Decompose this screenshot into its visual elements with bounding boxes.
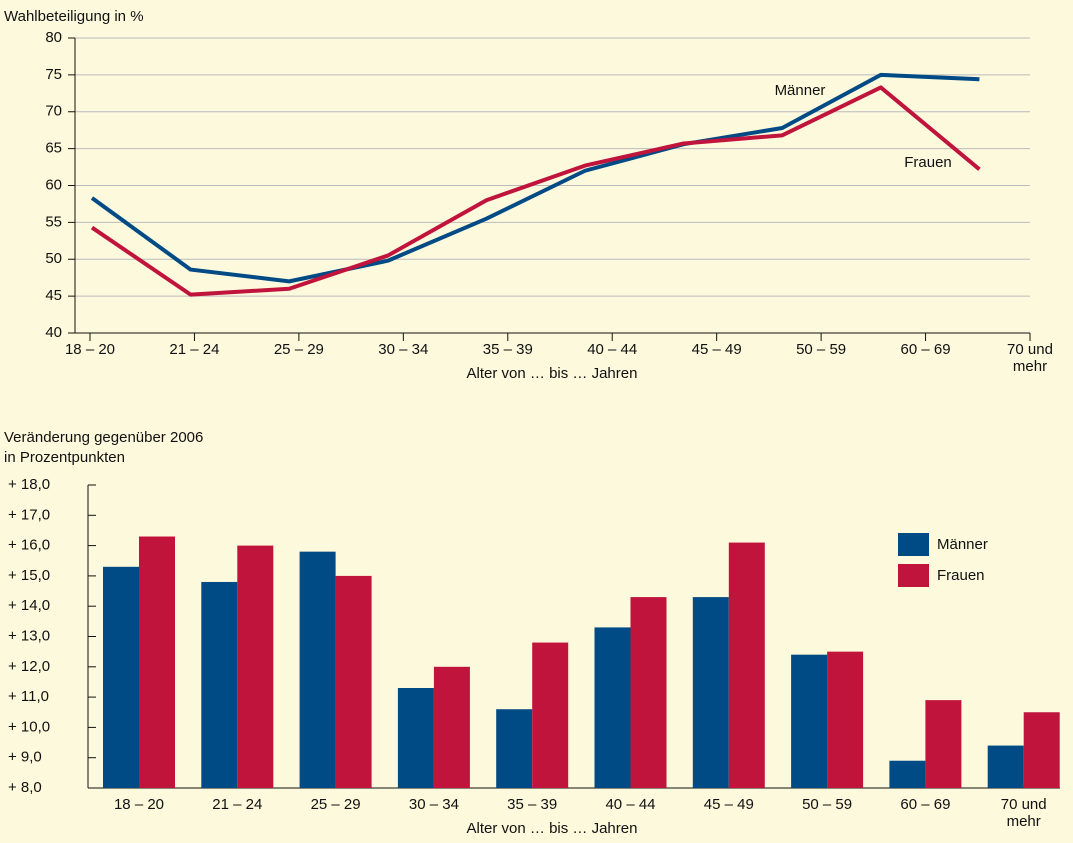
y-tick-label: + 12,0 [8,658,50,675]
x-tick-label: 30 – 34 [408,796,459,813]
x-tick-label: 35 – 39 [482,341,533,358]
x-tick-label: 21 – 24 [212,796,263,813]
x-tick-label: 60 – 69 [900,796,951,813]
y-tick-label: + 16,0 [8,537,50,554]
series-label: Männer [775,82,826,99]
x-tick-label: 50 – 59 [796,341,847,358]
x-tick-label: 25 – 29 [273,341,324,358]
legend-label: Männer [937,536,988,553]
series-label: Frauen [904,154,952,171]
x-tick-label: 18 – 20 [64,341,116,358]
y-axis-label: Wahlbeteiligung in % [4,8,144,25]
x-tick-label: 25 – 29 [310,796,361,813]
bar [889,760,926,788]
legend-swatch [898,533,929,556]
y-tick-label: 60 [45,176,62,193]
bar [299,551,336,788]
bar [335,575,372,788]
line [90,85,981,297]
bar [433,666,470,788]
y-tick-label: + 8,0 [8,779,42,796]
bar [532,642,569,788]
bar [728,542,765,788]
x-axis-label: Alter von … bis … Jahren [466,820,638,837]
y-tick-label: 70 [45,103,62,120]
y-tick-label: 55 [45,213,62,230]
y-tick-label: + 10,0 [8,718,50,735]
y-axis-label: Veränderung gegenüber 2006 [4,429,204,446]
line [90,72,980,284]
bar [201,581,238,788]
x-tick-label: 45 – 49 [691,341,742,358]
y-tick-label: + 11,0 [8,688,49,705]
x-tick-label: 50 – 59 [802,796,853,813]
bar [692,597,729,788]
bar [103,566,139,788]
x-tick-label: 18 – 20 [113,796,165,813]
x-tick-label: 60 – 69 [900,341,951,358]
bar [791,654,828,788]
y-tick-label: 80 [45,29,62,46]
y-tick-label: + 15,0 [8,567,50,584]
x-tick-label: 35 – 39 [507,796,558,813]
y-tick-label: 40 [45,324,62,341]
x-tick-label: 70 und mehr [1000,796,1047,830]
bar [925,700,962,788]
x-tick-label: 21 – 24 [169,341,220,358]
bar [237,545,274,788]
y-axis-label: in Prozentpunkten [4,449,125,466]
bar [827,651,864,788]
bar [594,627,631,788]
y-tick-label: 45 [45,287,62,304]
y-tick-label: + 17,0 [8,506,50,523]
x-axis-label: Alter von … bis … Jahren [466,365,638,382]
bar [1023,712,1060,788]
y-tick-label: + 14,0 [8,597,50,614]
y-tick-label: + 13,0 [8,627,50,644]
y-tick-label: 50 [45,250,62,267]
x-tick-label: 45 – 49 [703,796,754,813]
y-tick-label: 65 [45,140,62,157]
bar [397,688,434,788]
bar [139,536,175,788]
bar [987,745,1024,788]
bar [630,597,667,788]
x-tick-label: 40 – 44 [605,796,656,813]
x-tick-label: 30 – 34 [378,341,429,358]
x-tick-label: 40 – 44 [587,341,638,358]
y-tick-label: + 18,0 [8,476,50,493]
bar [496,709,533,788]
y-tick-label: 75 [45,66,62,83]
legend-label: Frauen [937,567,985,584]
x-tick-label: 70 und mehr [1007,341,1053,375]
legend-swatch [898,564,929,587]
y-tick-label: + 9,0 [8,749,42,766]
